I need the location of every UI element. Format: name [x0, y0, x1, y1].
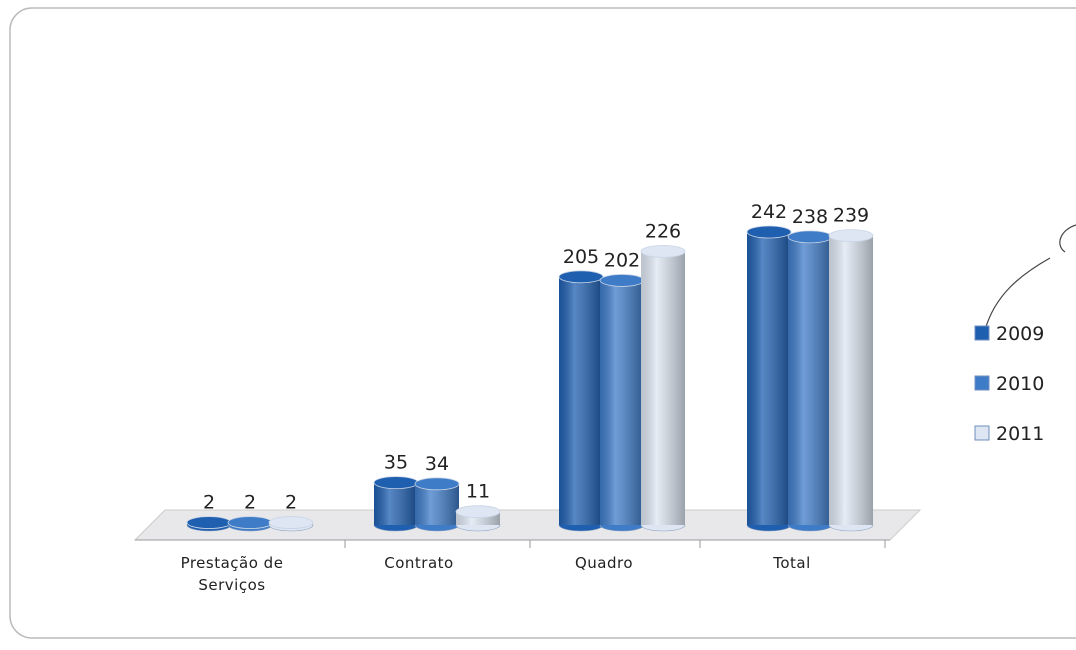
cylinder-shade: [415, 483, 459, 525]
data-label: 2: [244, 492, 256, 514]
data-label: 202: [604, 249, 640, 271]
legend-swatch: [974, 375, 990, 391]
cylinder: [455, 505, 501, 532]
data-label: 226: [645, 220, 681, 242]
cylinder: [373, 476, 419, 532]
legend-label: 2009: [996, 323, 1044, 345]
cylinder: [746, 225, 792, 532]
data-label: 2: [285, 492, 297, 514]
legend-swatch: [974, 325, 990, 341]
data-label: 242: [751, 201, 787, 223]
cylinder: [599, 274, 645, 532]
cylinder-shade: [374, 482, 418, 525]
cylinder-top: [373, 476, 419, 490]
cylinder-top: [455, 505, 501, 519]
cylinder-top: [828, 229, 874, 243]
cylinder: [268, 516, 314, 532]
data-label: 205: [563, 246, 599, 268]
data-label: 35: [384, 452, 408, 474]
data-label: 2: [203, 492, 215, 514]
cylinder-shade: [559, 276, 603, 525]
legend-label: 2011: [996, 423, 1044, 445]
data-label: 238: [792, 206, 828, 228]
legend-swatch: [974, 425, 990, 441]
legend-label: 2010: [996, 373, 1044, 395]
data-label: 11: [466, 481, 490, 503]
frame: [9, 7, 1076, 639]
cylinder: [186, 516, 232, 532]
cylinder-top: [787, 230, 833, 244]
cylinder-shade: [829, 235, 873, 525]
cylinder: [787, 230, 833, 532]
cylinder-top: [268, 516, 314, 529]
data-label: 239: [833, 205, 869, 227]
cylinder: [640, 244, 686, 532]
cylinder: [227, 516, 273, 532]
cylinder-top: [186, 516, 232, 529]
x-tick-label: Contrato: [384, 554, 454, 572]
cylinder-shade: [641, 251, 685, 526]
x-tick-label: Prestação de Serviços: [180, 554, 284, 594]
decoration: [984, 224, 1076, 331]
cylinder-top: [640, 244, 686, 258]
cylinder-top: [746, 225, 792, 239]
cylinder-shade: [600, 280, 644, 525]
cylinder-top: [599, 274, 645, 287]
x-tick-label: Total: [773, 554, 811, 572]
cylinder: [558, 270, 604, 532]
data-label: 34: [425, 453, 449, 475]
cylinder-shade: [788, 236, 832, 526]
cylinder: [828, 229, 874, 532]
cylinder-top: [414, 477, 460, 491]
cylinder-shade: [747, 232, 791, 525]
cylinder-top: [227, 516, 273, 529]
cylinder-top: [558, 270, 604, 284]
x-tick-label: Quadro: [574, 554, 634, 572]
cylinder: [414, 477, 460, 532]
